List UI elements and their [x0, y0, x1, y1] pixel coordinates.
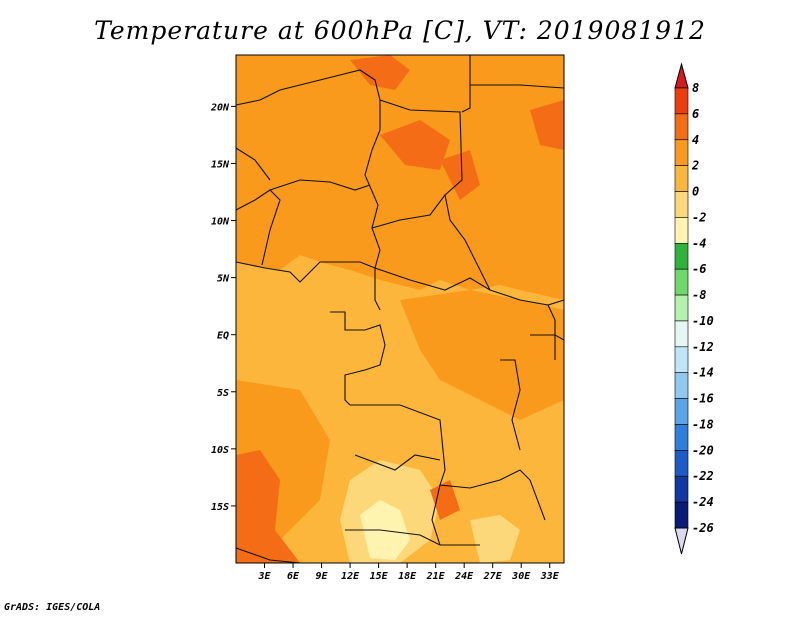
field-patch: [400, 290, 564, 420]
chart-title: Temperature at 600hPa [C], VT: 201908191…: [94, 16, 706, 45]
x-tick-label: 9E: [316, 571, 329, 582]
border-line: [235, 261, 381, 311]
colorbar: 8 6 4 2 0 -2 -4 -6 -8 -10 -12 -14 -16 -18 -20 -22 -24 -26: [674, 62, 714, 555]
colorbar-swatch: [674, 113, 689, 141]
field-warm-patch: [530, 100, 564, 150]
y-tick-label: 10S: [211, 445, 229, 456]
x-axis: 3E 6E 9E 12E 15E 18E 21E 24E 27E 30E 33E: [257, 563, 560, 582]
temperature-map: [236, 55, 564, 563]
colorbar-swatch: [674, 87, 689, 115]
border-line: [371, 194, 446, 229]
border-line: [330, 311, 386, 406]
colorbar-swatch: [674, 475, 689, 503]
y-tick-label: 10N: [211, 217, 230, 228]
border-line: [547, 304, 556, 360]
colorbar-label: -4: [692, 236, 706, 250]
colorbar-swatch: [674, 372, 689, 399]
colorbar-swatch: [674, 165, 689, 192]
colorbar-label: -8: [692, 288, 706, 302]
colorbar-label: 0: [692, 185, 699, 199]
border-line: [345, 529, 441, 546]
y-tick-label: 15S: [211, 502, 229, 513]
colorbar-label: 4: [692, 133, 699, 147]
colorbar-swatch: [674, 217, 689, 244]
colorbar-label: 8: [692, 81, 699, 95]
border-line: [354, 454, 441, 471]
x-tick-label: 27E: [483, 571, 503, 582]
colorbar-swatch: [674, 424, 689, 451]
field-warm-patch: [236, 450, 300, 563]
x-tick-label: 21E: [426, 571, 446, 582]
field-patch: [470, 515, 520, 563]
x-tick-label: 33E: [540, 571, 560, 582]
y-tick-label: 15N: [211, 159, 230, 170]
colorbar-swatch: [674, 191, 689, 218]
x-tick-label: 6E: [287, 571, 300, 582]
border-line: [235, 69, 381, 269]
colorbar-label: -26: [692, 521, 714, 535]
colorbar-swatch: [674, 242, 689, 270]
map-frame: [235, 54, 565, 564]
colorbar-swatch: [674, 450, 689, 477]
colorbar-label: -18: [692, 417, 714, 431]
colorbar-label: -20: [692, 443, 714, 457]
field-warm-patch: [350, 55, 410, 90]
border-line: [269, 179, 371, 191]
credit-label: GrADS: IGES/COLA: [4, 602, 101, 613]
border-line: [374, 267, 565, 306]
colorbar-swatch: [674, 501, 689, 529]
y-tick-label: EQ: [217, 331, 229, 342]
border-line: [470, 84, 565, 89]
y-tick-label: 5S: [217, 388, 229, 399]
field-warm-patch: [380, 120, 450, 170]
x-tick-label: 15E: [370, 571, 389, 582]
y-tick-label: 5N: [217, 274, 230, 285]
country-borders: [235, 55, 565, 564]
colorbar-bottom-arrow: [674, 527, 689, 555]
field-warm-patch: [440, 150, 480, 200]
y-tick-label: 20N: [210, 102, 230, 113]
y-axis: 20N 15N 10N 5N EQ 5S 10S 15S: [210, 102, 236, 513]
border-line: [235, 147, 271, 181]
border-line: [500, 359, 521, 451]
colorbar-swatch: [674, 139, 689, 166]
colorbar-top-arrow: [674, 62, 689, 89]
x-tick-label: 18E: [398, 571, 417, 582]
colorbar-label: 2: [691, 159, 699, 173]
colorbar-label: -2: [692, 210, 706, 224]
border-line: [235, 189, 281, 266]
colorbar-label: -6: [692, 262, 706, 276]
colorbar-label: -24: [692, 495, 714, 509]
field-patch: [236, 55, 564, 300]
border-line: [431, 484, 480, 546]
border-line: [235, 547, 301, 564]
colorbar-swatch: [674, 398, 689, 425]
x-tick-label: 30E: [511, 571, 531, 582]
colorbar-label: -22: [692, 469, 714, 483]
colorbar-label: -12: [692, 340, 714, 354]
colorbar-label: -10: [692, 314, 714, 328]
colorbar-label: -16: [692, 392, 714, 406]
border-line: [350, 404, 546, 521]
field-warm-patch: [430, 480, 460, 520]
x-tick-label: 12E: [341, 571, 360, 582]
colorbar-swatch: [674, 320, 689, 348]
colorbar-label: 6: [692, 107, 699, 121]
colorbar-label: -14: [692, 366, 714, 380]
colorbar-swatch: [674, 268, 689, 296]
colorbar-swatch: [674, 346, 689, 374]
x-tick-label: 24E: [454, 571, 474, 582]
x-tick-label: 3E: [257, 571, 271, 582]
field-patch: [360, 500, 410, 560]
colorbar-swatch: [674, 294, 689, 322]
border-line: [461, 55, 471, 113]
